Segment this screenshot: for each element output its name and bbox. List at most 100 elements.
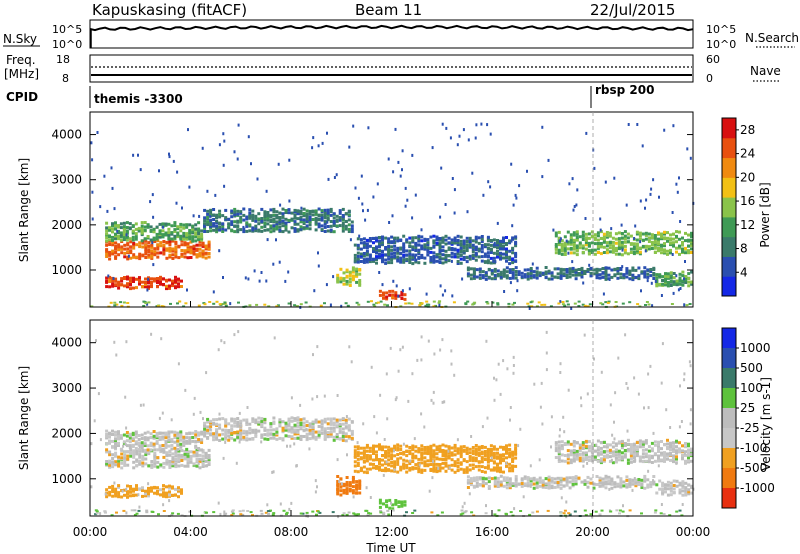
echo-cell [305,220,309,224]
echo-cell [183,243,187,247]
echo-cell [599,242,603,245]
echo-cell [484,277,488,281]
echo-cell [132,487,135,491]
echo-cell [358,281,362,285]
echo-cell [675,246,678,250]
echo-cell [417,255,421,259]
echo-cell [158,446,162,450]
echo-cell [135,452,139,456]
echo-cell [266,428,270,432]
echo-cell [515,196,518,200]
echo-cell [441,338,444,342]
echo-cell [427,339,430,343]
echo-cell [489,261,493,265]
echo-cell [140,444,144,448]
echo-cell [608,234,612,238]
echo-cell [452,301,456,304]
echo-cell [114,256,118,260]
echo-cell [628,301,632,304]
echo-cell [174,248,178,252]
echo-cell [263,421,267,425]
echo-cell [191,439,195,443]
echo-cell [152,430,156,433]
echo-cell [135,277,138,281]
echo-cell [355,301,359,304]
echo-cell [290,217,294,221]
echo-cell [587,232,591,236]
echo-cell [399,238,403,242]
echo-cell [569,449,573,453]
echo-cell [653,244,657,248]
echo-cell [150,280,153,284]
colorbar-frame [721,327,737,509]
echo-cell [512,364,515,367]
echo-cell [505,270,509,274]
echo-cell [370,300,373,303]
echo-cell [470,511,474,514]
echo-cell [335,214,339,218]
echo-cell [441,458,445,462]
echo-cell [444,454,448,458]
echo-cell [505,476,509,480]
echo-cell [162,461,166,465]
echo-cell [453,239,457,242]
echo-cell [611,461,615,465]
echo-cell [137,447,141,451]
echo-cell [555,447,558,451]
echo-cell [299,209,303,213]
echo-cell [239,431,243,435]
echo-cell [469,477,473,481]
echo-cell [441,400,444,404]
echo-cell [423,463,427,467]
echo-cell [663,242,666,246]
echo-cell [206,215,210,219]
echo-cell [219,512,222,516]
echo-cell [151,241,154,245]
echo-cell [339,493,343,497]
echo-cell [140,231,144,235]
colorbar-swatch [722,348,736,369]
echo-cell [441,293,444,297]
echo-cell [122,225,126,229]
echo-cell [690,447,693,451]
echo-cell [111,227,114,231]
echo-cell [176,233,180,237]
echo-cell [596,234,600,238]
echo-cell [590,444,594,448]
echo-cell [302,220,306,223]
echo-cell [565,270,569,274]
echo-cell [663,230,666,234]
echo-cell [643,272,647,276]
echo-cell [160,305,164,308]
echo-cell [404,302,408,305]
echo-cell [456,255,460,259]
echo-cell [168,466,172,469]
echo-cell [568,480,572,484]
echo-cell [138,453,142,457]
echo-cell [438,466,442,470]
echo-cell [198,247,202,251]
echo-cell [197,237,201,241]
echo-cell [186,288,188,292]
echo-cell [408,252,412,256]
echo-cell [281,426,285,430]
echo-cell [308,220,312,224]
echo-cell [560,440,564,444]
echo-cell [173,436,177,439]
echo-cell [664,272,667,276]
echo-cell [153,247,157,251]
echo-cell [311,213,315,217]
echo-cell [114,250,118,254]
echo-cell [639,240,642,244]
echo-cell [507,302,511,305]
echo-cell [131,443,135,447]
echo-cell [405,470,409,474]
echo-cell [453,449,457,453]
echo-cell [145,509,149,512]
echo-cell [447,464,451,468]
echo-cell [275,305,279,308]
echo-cell [462,239,466,243]
echo-cell [287,230,291,234]
echo-cell [669,486,673,490]
echo-cell [245,430,249,434]
